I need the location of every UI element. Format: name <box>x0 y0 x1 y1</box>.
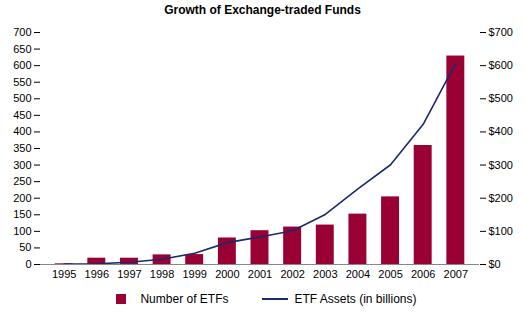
svg-text:$700: $700 <box>489 26 513 38</box>
svg-text:550: 550 <box>13 76 31 88</box>
svg-text:2007: 2007 <box>444 268 468 280</box>
svg-text:0: 0 <box>25 258 31 270</box>
svg-text:$500: $500 <box>489 92 513 104</box>
svg-text:150: 150 <box>13 208 31 220</box>
svg-text:$200: $200 <box>489 192 513 204</box>
svg-text:1999: 1999 <box>182 268 206 280</box>
svg-text:2003: 2003 <box>313 268 337 280</box>
svg-text:700: 700 <box>13 26 31 38</box>
html-text:Growth of Exchange-traded Fund: Growth of Exchange-traded Funds <box>164 3 361 17</box>
svg-text:400: 400 <box>13 125 31 137</box>
svg-text:1995: 1995 <box>52 268 76 280</box>
html-text:ETF Assets (in billions): ETF Assets (in billions) <box>294 292 417 306</box>
svg-text:500: 500 <box>13 92 31 104</box>
svg-text:250: 250 <box>13 175 31 187</box>
svg-text:1996: 1996 <box>85 268 109 280</box>
svg-text:$400: $400 <box>489 125 513 137</box>
svg-text:2005: 2005 <box>378 268 402 280</box>
svg-text:$100: $100 <box>489 225 513 237</box>
svg-text:350: 350 <box>13 142 31 154</box>
svg-text:1997: 1997 <box>117 268 141 280</box>
svg-text:200: 200 <box>13 192 31 204</box>
svg-text:$0: $0 <box>489 258 501 270</box>
html-text:Number of ETFs: Number of ETFs <box>140 292 229 306</box>
svg-text:450: 450 <box>13 109 31 121</box>
svg-text:2006: 2006 <box>411 268 435 280</box>
svg-text:1998: 1998 <box>150 268 174 280</box>
svg-text:$300: $300 <box>489 159 513 171</box>
svg-text:2000: 2000 <box>215 268 239 280</box>
svg-text:$600: $600 <box>489 59 513 71</box>
svg-text:50: 50 <box>19 241 31 253</box>
svg-text:300: 300 <box>13 159 31 171</box>
svg-text:2004: 2004 <box>346 268 370 280</box>
svg-text:600: 600 <box>13 59 31 71</box>
svg-text:650: 650 <box>13 43 31 55</box>
svg-text:100: 100 <box>13 225 31 237</box>
svg-text:2001: 2001 <box>248 268 272 280</box>
svg-text:2002: 2002 <box>280 268 304 280</box>
